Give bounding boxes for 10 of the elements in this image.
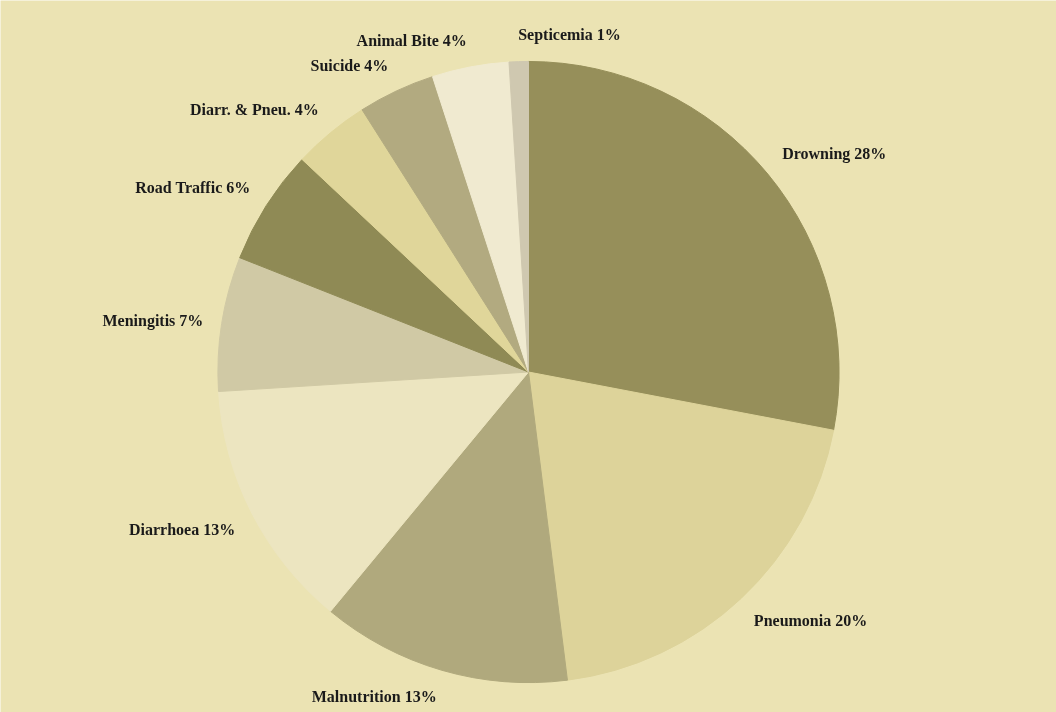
slice-label: Diarrhoea 13%	[128, 521, 236, 539]
slice-label: Septicemia 1%	[518, 25, 621, 44]
slice-label: Diarr. & Pneu. 4%	[189, 101, 319, 119]
slice-label: Pneumonia 20%	[753, 612, 868, 630]
slice-label: Road Traffic 6%	[135, 178, 251, 196]
slice-label: Meningitis 7%	[102, 312, 204, 331]
slice-label: Suicide 4%	[310, 57, 389, 75]
slice-label: Drowning 28%	[782, 145, 887, 164]
slice-label: Animal Bite 4%	[356, 31, 467, 49]
slice-label: Malnutrition 13%	[311, 688, 437, 706]
